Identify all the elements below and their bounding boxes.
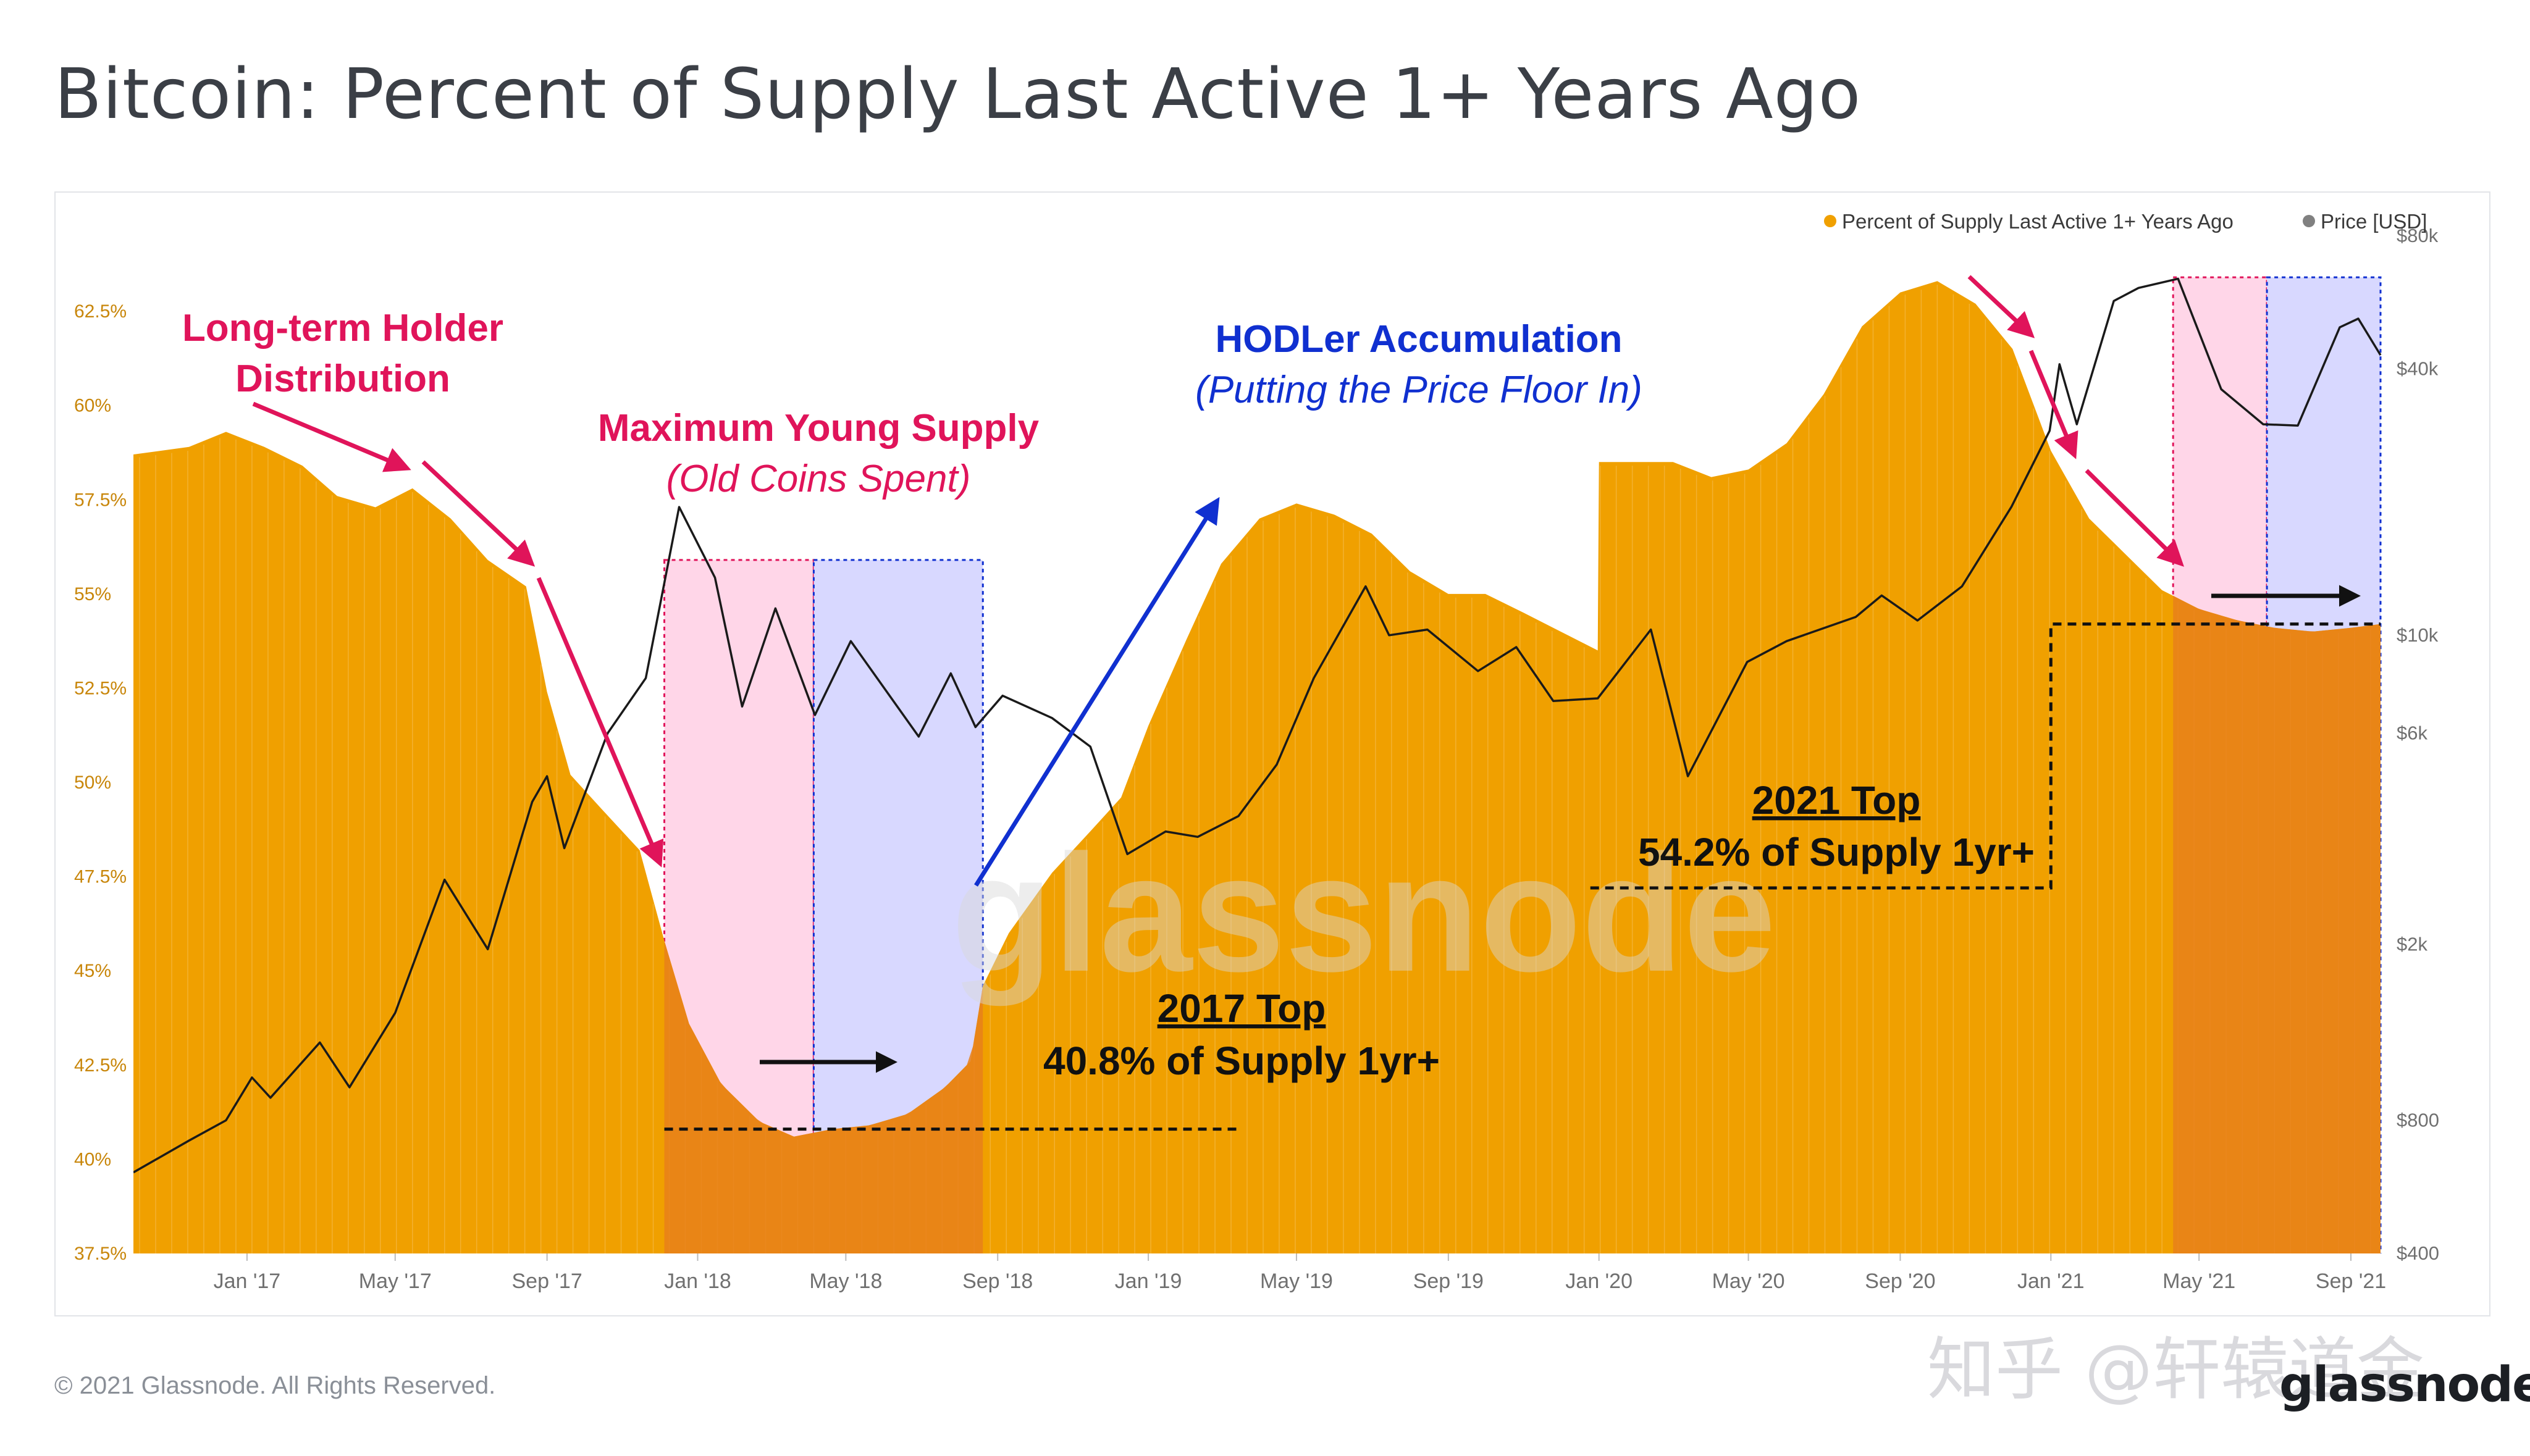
plot-area: glassnode <box>133 276 2382 1253</box>
legend-supply-icon <box>1824 215 1836 227</box>
x-tick-label: May '17 <box>359 1270 432 1293</box>
x-tick-label: May '20 <box>1712 1270 1785 1293</box>
watermark-text: 知乎 @轩辕道金 <box>1927 1330 2424 1409</box>
y-left-tick-label: 40% <box>74 1149 111 1169</box>
highlight-regions <box>664 595 2381 1253</box>
watermark-logo: glassnode <box>951 821 1776 1007</box>
y-left-tick-label: 52.5% <box>74 678 127 698</box>
annotation-2021-top-line1: 2021 Top <box>1752 778 1921 822</box>
pink-region-2018-border <box>663 559 815 1253</box>
annotation-hodl-line1: HODLer Accumulation <box>1215 318 1622 361</box>
x-tick-label: May '21 <box>2162 1270 2235 1293</box>
y-axis-right: $400 $800 $2k $6k $10k $40k $80k <box>2397 225 2439 1264</box>
chart-svg: glassnode 37.5% 40% 42.5% 45% 47.5% 50% 52.5% 5… <box>74 210 2439 1293</box>
x-tick-label: May '18 <box>809 1270 882 1293</box>
y-left-tick-label: 45% <box>74 961 111 981</box>
annotation-2017-top-line2: 40.8% of Supply 1yr+ <box>1043 1039 1440 1083</box>
y-right-tick-label: $80k <box>2397 225 2439 246</box>
annotation-hodl-line2: (Putting the Price Floor In) <box>1195 369 1642 411</box>
y-right-tick-label: $2k <box>2397 933 2427 955</box>
x-tick-label: Sep '20 <box>1865 1270 1935 1293</box>
x-tick-label: Jan '18 <box>664 1270 731 1293</box>
hodl-arrow <box>974 496 1220 887</box>
dist-2021-arrow-3 <box>2085 469 2184 567</box>
x-tick-label: Sep '17 <box>512 1270 582 1293</box>
x-tick-label: Sep '18 <box>962 1270 1033 1293</box>
annotation-2017-top-line1: 2017 Top <box>1158 986 1326 1031</box>
y-right-tick-label: $40k <box>2397 358 2439 380</box>
supply-area-fill <box>133 281 2381 1253</box>
ltd-arrow-2 <box>421 460 536 567</box>
x-axis: Jan '17 May '17 Sep '17 Jan '18 May '18 Sep '… <box>214 1253 2386 1293</box>
y-left-tick-label: 37.5% <box>74 1244 127 1264</box>
top-dashed-lines <box>664 622 2381 1131</box>
dark-region-2021 <box>2173 595 2381 1253</box>
y-right-tick-label: $400 <box>2397 1242 2439 1264</box>
annotation-ltd-line2: Distribution <box>235 358 450 400</box>
x-tick-label: Sep '19 <box>1413 1270 1484 1293</box>
annotation-arrows <box>252 275 2361 1073</box>
legend-supply-label: Percent of Supply Last Active 1+ Years A… <box>1842 210 2234 233</box>
x-tick-label: May '19 <box>1260 1270 1333 1293</box>
dist-2021-arrow-2 <box>2028 349 2078 459</box>
price-line-path <box>133 277 2382 1174</box>
y-axis-left: 37.5% 40% 42.5% 45% 47.5% 50% 52.5% 55% 57.5% 60%… <box>74 301 127 1264</box>
x-tick-label: Jan '20 <box>1565 1270 1633 1293</box>
price-line <box>133 277 2382 1174</box>
ltd-arrow-3 <box>536 577 664 868</box>
page-title: Bitcoin: Percent of Supply Last Active 1… <box>54 54 1862 135</box>
x-tick-label: Jan '17 <box>214 1270 281 1293</box>
legend-price-label: Price [USD] <box>2321 210 2427 233</box>
dist-2021-arrow-1 <box>1967 275 2035 338</box>
supply-area <box>133 281 2381 1253</box>
dark-region-2018 <box>664 940 983 1253</box>
copyright-text: © 2021 Glassnode. All Rights Reserved. <box>54 1372 496 1399</box>
y-left-tick-label: 42.5% <box>74 1055 127 1076</box>
y-left-tick-label: 47.5% <box>74 867 127 887</box>
annotations: Long-term Holder Distribution Maximum Yo… <box>182 307 2035 1083</box>
annotation-2021-top-line2: 54.2% of Supply 1yr+ <box>1638 830 2035 874</box>
y-left-tick-label: 60% <box>74 396 111 416</box>
annotation-mys-line1: Maximum Young Supply <box>598 407 1040 450</box>
y-right-tick-label: $800 <box>2397 1109 2439 1131</box>
brand-logo: glassnode <box>2279 1357 2530 1413</box>
blue-region-2018-border <box>812 559 984 1253</box>
y-right-tick-label: $10k <box>2397 624 2439 646</box>
x-tick-label: Sep '21 <box>2316 1270 2386 1293</box>
legend-price-icon <box>2303 215 2315 227</box>
y-left-tick-label: 50% <box>74 772 111 793</box>
annotation-ltd-line1: Long-term Holder <box>182 307 503 349</box>
y-left-tick-label: 55% <box>74 584 111 605</box>
ltd-arrow-1 <box>252 401 411 472</box>
chart-frame: glassnode 37.5% 40% 42.5% 45% 47.5% 50% 52.5% 5… <box>54 191 2490 1316</box>
x-tick-label: Jan '21 <box>2017 1270 2085 1293</box>
x-tick-label: Jan '19 <box>1115 1270 1182 1293</box>
y-right-tick-label: $6k <box>2397 722 2427 744</box>
annotation-mys-line2: (Old Coins Spent) <box>666 458 971 500</box>
y-left-tick-label: 62.5% <box>74 301 127 322</box>
y-left-tick-label: 57.5% <box>74 490 127 510</box>
dash-line-2021 <box>1590 622 2381 890</box>
legend: Percent of Supply Last Active 1+ Years A… <box>1824 210 2427 233</box>
pink-region-2021-border <box>2172 276 2268 1253</box>
